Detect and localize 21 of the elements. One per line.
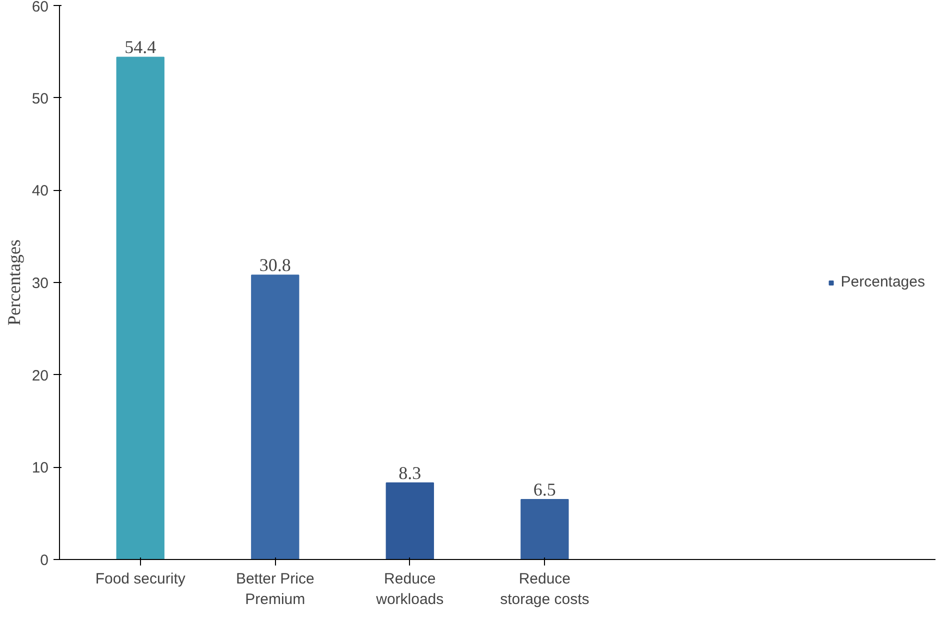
data-label: 6.5 xyxy=(533,479,556,500)
x-tick-label: Reduce storage costs xyxy=(500,570,590,608)
y-tick-label: 40 xyxy=(32,182,49,200)
x-tick-label: Better Price Premium xyxy=(236,570,314,608)
legend-label: Percentages xyxy=(840,274,925,290)
y-axis-title: Percentages xyxy=(4,240,24,326)
y-tick-label: 10 xyxy=(32,460,49,477)
y-tick-label: 20 xyxy=(32,367,49,384)
x-tick-label: Reduce workloads xyxy=(375,570,444,608)
data-label: 30.8 xyxy=(259,255,291,276)
data-label: 54.4 xyxy=(124,37,156,58)
x-tick-label: Food security xyxy=(95,570,186,588)
y-tick-label: 0 xyxy=(40,552,48,569)
data-label: 8.3 xyxy=(398,462,422,483)
y-tick-label: 50 xyxy=(32,90,49,108)
bar xyxy=(251,274,300,560)
bar xyxy=(386,482,434,560)
bar xyxy=(520,498,569,560)
y-tick-label: 60 xyxy=(32,0,49,16)
bar xyxy=(116,56,164,560)
y-tick-label: 30 xyxy=(32,275,49,292)
